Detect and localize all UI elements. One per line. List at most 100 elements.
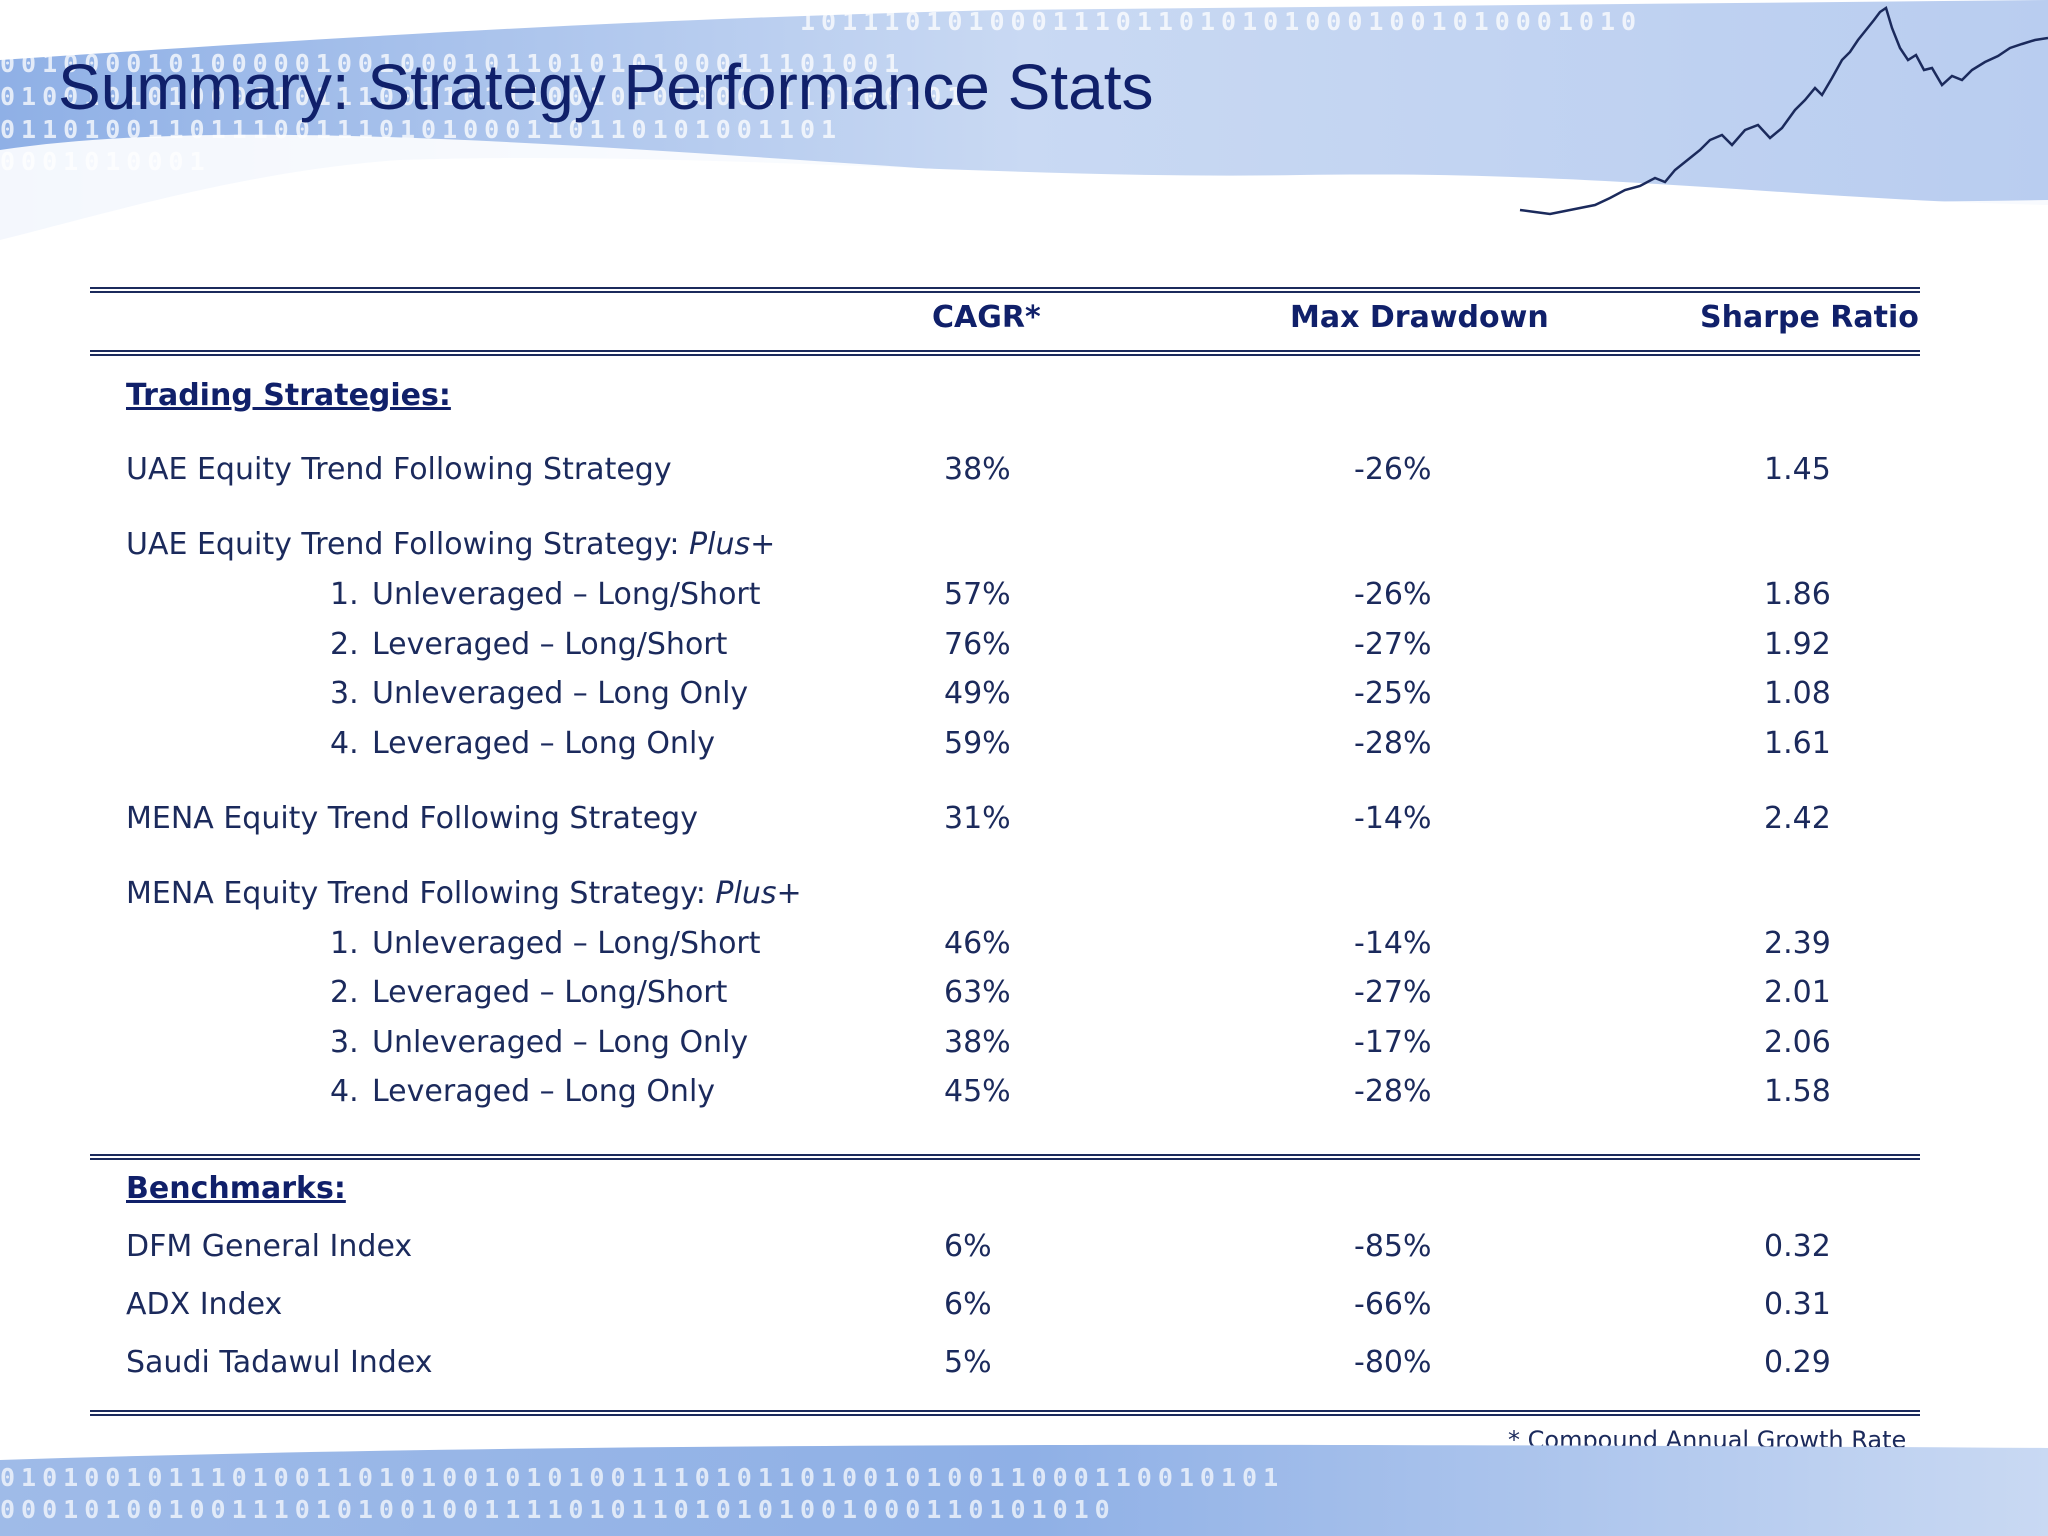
cagr-value: 6% — [944, 1287, 992, 1322]
footer-band: 0101001011101001101010010101001110101101… — [0, 1444, 2048, 1536]
header-sharpe-ratio: Sharpe Ratio — [1700, 300, 1919, 335]
cagr-value: 49% — [944, 676, 1011, 711]
cagr-value: 5% — [944, 1345, 992, 1380]
sharpe-value: 1.58 — [1764, 1074, 1831, 1109]
drawdown-value: -28% — [1354, 1074, 1432, 1109]
sharpe-value: 2.42 — [1764, 801, 1831, 836]
table-row: 3. Unleveraged – Long Only 38% -17% 2.06 — [0, 1025, 2048, 1069]
cagr-value: 57% — [944, 577, 1011, 612]
row-label: UAE Equity Trend Following Strategy: Plu… — [126, 527, 775, 562]
page-title: Summary: Strategy Performance Stats — [58, 51, 1154, 123]
row-label: Saudi Tadawul Index — [126, 1345, 433, 1380]
row-label: Unleveraged – Long Only — [372, 1025, 749, 1060]
drawdown-value: -27% — [1354, 627, 1432, 662]
item-number: 3. — [330, 676, 359, 711]
benchmarks-top-rule — [90, 1154, 1920, 1160]
row-label: Leveraged – Long/Short — [372, 975, 728, 1010]
benchmarks-heading: Benchmarks: — [126, 1171, 346, 1206]
cagr-value: 59% — [944, 726, 1011, 761]
table-row: 2. Leveraged – Long/Short 63% -27% 2.01 — [0, 975, 2048, 1019]
item-number: 2. — [330, 975, 359, 1010]
svg-text:001000010100000100100010110101: 0010000101000001001000101101010100011101… — [0, 49, 905, 78]
svg-text:011010011011100111010100011011: 0110100110111001110101000110110101001101 — [0, 115, 842, 144]
cagr-value: 38% — [944, 452, 1011, 487]
stock-chart-line — [1519, 6, 2048, 216]
table-row: 4. Leveraged – Long Only 59% -28% 1.61 — [0, 726, 2048, 770]
drawdown-value: -14% — [1354, 801, 1432, 836]
row-label: UAE Equity Trend Following Strategy — [126, 452, 672, 487]
drawdown-value: -80% — [1354, 1345, 1432, 1380]
plus-suffix: Plus+ — [715, 876, 802, 911]
table-row: 2. Leveraged – Long/Short 76% -27% 1.92 — [0, 627, 2048, 671]
table-bottom-rule — [90, 1410, 1920, 1416]
table-row: MENA Equity Trend Following Strategy 31%… — [0, 801, 2048, 845]
row-label: Unleveraged – Long/Short — [372, 926, 761, 961]
drawdown-value: -17% — [1354, 1025, 1432, 1060]
row-label: MENA Equity Trend Following Strategy: Pl… — [126, 876, 802, 911]
svg-text:010010101000110111001101110010: 0100101010001101110011011100101010001110… — [0, 82, 968, 111]
section-heading-row: Benchmarks: — [0, 1171, 2048, 1215]
sharpe-value: 0.29 — [1764, 1345, 1831, 1380]
header-bottom-rule — [90, 350, 1920, 356]
drawdown-value: -28% — [1354, 726, 1432, 761]
header-banner: 0100101010001101110011011100101010001110… — [0, 0, 2048, 260]
drawdown-value: -14% — [1354, 926, 1432, 961]
header-max-drawdown: Max Drawdown — [1290, 300, 1549, 335]
binary-pattern: 0100101010001101110011011100101010001110… — [0, 7, 1642, 176]
cagr-value: 6% — [944, 1229, 992, 1264]
drawdown-value: -66% — [1354, 1287, 1432, 1322]
row-label: ADX Index — [126, 1287, 283, 1322]
table-row: 4. Leveraged – Long Only 45% -28% 1.58 — [0, 1074, 2048, 1118]
item-number: 4. — [330, 726, 359, 761]
row-label: Unleveraged – Long/Short — [372, 577, 761, 612]
svg-text:010100101110100110101001010100: 0101001011101001101010010101001110101101… — [0, 1463, 1284, 1492]
sharpe-value: 1.92 — [1764, 627, 1831, 662]
cagr-value: 31% — [944, 801, 1011, 836]
item-number: 4. — [330, 1074, 359, 1109]
row-label: DFM General Index — [126, 1229, 413, 1264]
table-row: Saudi Tadawul Index 5% -80% 0.29 — [0, 1345, 2048, 1389]
table-row: ADX Index 6% -66% 0.31 — [0, 1287, 2048, 1331]
cagr-value: 45% — [944, 1074, 1011, 1109]
row-label: Leveraged – Long/Short — [372, 627, 728, 662]
group-label-text: MENA Equity Trend Following Strategy: — [126, 876, 716, 911]
table-row: DFM General Index 6% -85% 0.32 — [0, 1229, 2048, 1273]
table-top-rule — [90, 287, 1920, 293]
binary-pattern: 0101001011101001101010010101001110101101… — [0, 1463, 1284, 1524]
svg-text:101110101000111011010101000100: 1011101010001110110101010001001010001010 — [800, 7, 1642, 36]
row-label: Leveraged – Long Only — [372, 1074, 716, 1109]
cagr-value: 38% — [944, 1025, 1011, 1060]
cagr-value: 63% — [944, 975, 1011, 1010]
drawdown-value: -27% — [1354, 975, 1432, 1010]
drawdown-value: -26% — [1354, 577, 1432, 612]
cagr-value: 46% — [944, 926, 1011, 961]
sharpe-value: 2.39 — [1764, 926, 1831, 961]
item-number: 2. — [330, 627, 359, 662]
item-number: 1. — [330, 577, 359, 612]
group-label-text: UAE Equity Trend Following Strategy: — [126, 527, 690, 562]
row-label: Leveraged – Long Only — [372, 726, 716, 761]
group-label-row: UAE Equity Trend Following Strategy: Plu… — [0, 527, 2048, 571]
item-number: 1. — [330, 926, 359, 961]
trading-strategies-heading: Trading Strategies: — [126, 378, 451, 413]
sharpe-value: 2.06 — [1764, 1025, 1831, 1060]
table-row: UAE Equity Trend Following Strategy 38% … — [0, 452, 2048, 496]
row-label: MENA Equity Trend Following Strategy — [126, 801, 698, 836]
drawdown-value: -85% — [1354, 1229, 1432, 1264]
svg-text:000101001001110101001001111010: 0001010010011101010010011110101101010100… — [0, 1495, 1116, 1524]
svg-text:0001010001: 0001010001 — [0, 147, 211, 176]
table-row: 1. Unleveraged – Long/Short 46% -14% 2.3… — [0, 926, 2048, 970]
sharpe-value: 0.31 — [1764, 1287, 1831, 1322]
sharpe-value: 2.01 — [1764, 975, 1831, 1010]
group-label-row: MENA Equity Trend Following Strategy: Pl… — [0, 876, 2048, 920]
drawdown-value: -25% — [1354, 676, 1432, 711]
item-number: 3. — [330, 1025, 359, 1060]
sharpe-value: 1.08 — [1764, 676, 1831, 711]
cagr-value: 76% — [944, 627, 1011, 662]
section-heading-row: Trading Strategies: — [0, 378, 2048, 422]
row-label: Unleveraged – Long Only — [372, 676, 749, 711]
sharpe-value: 1.45 — [1764, 452, 1831, 487]
sharpe-value: 1.61 — [1764, 726, 1831, 761]
drawdown-value: -26% — [1354, 452, 1432, 487]
sharpe-value: 1.86 — [1764, 577, 1831, 612]
